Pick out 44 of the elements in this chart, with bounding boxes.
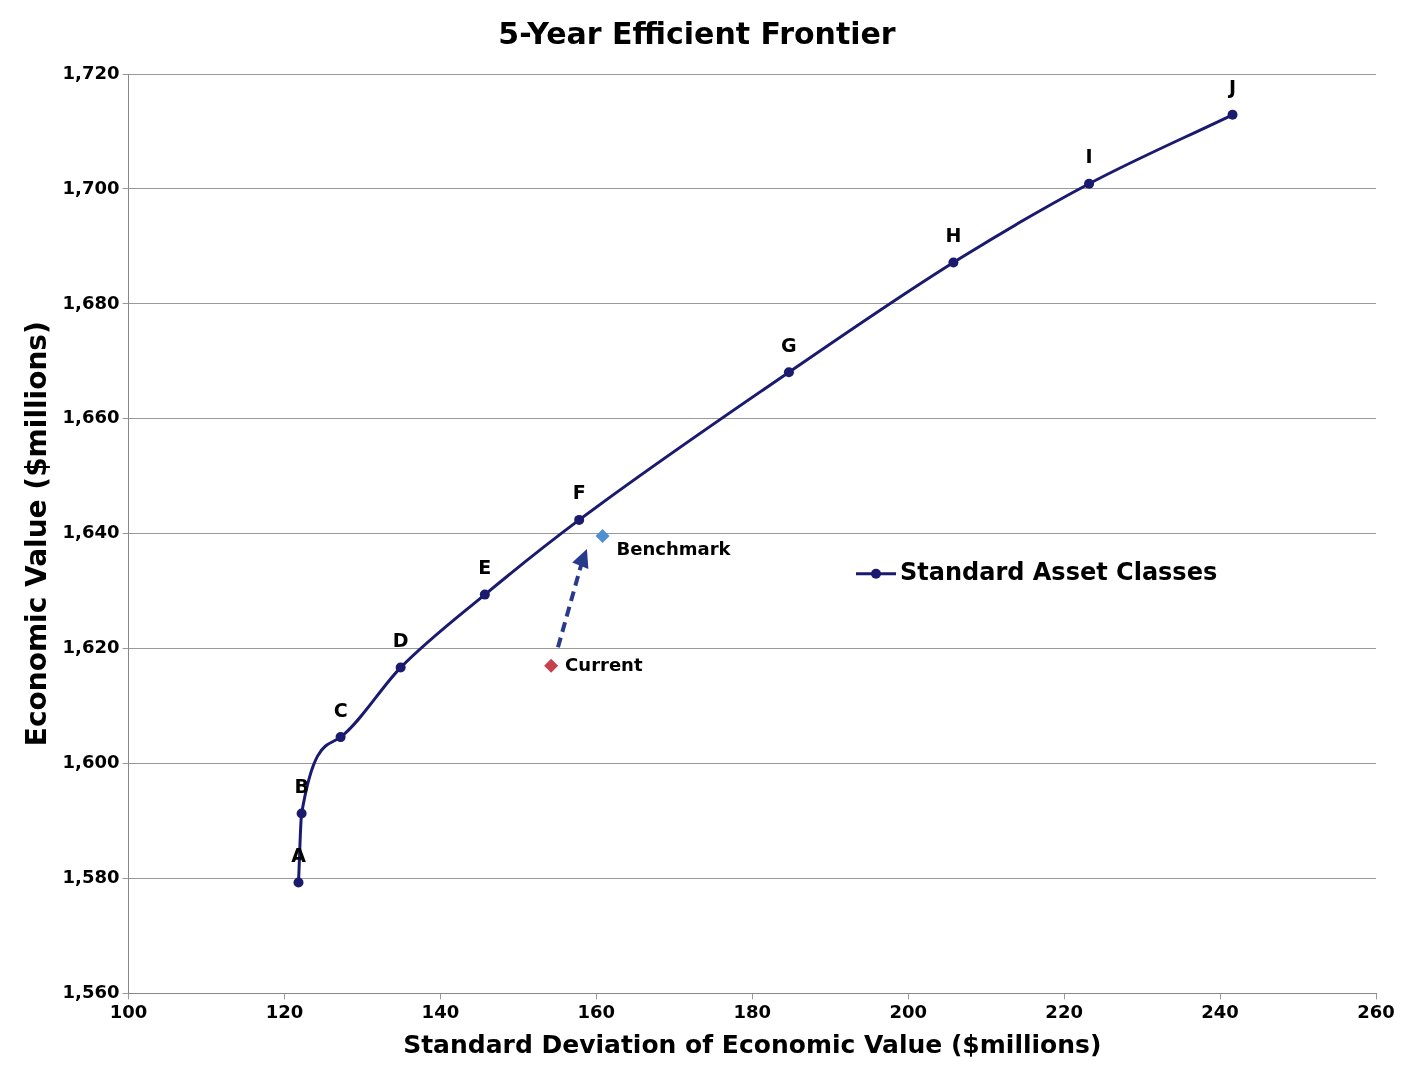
y-tick-label: 1,620	[62, 636, 120, 658]
annotation: E	[478, 556, 492, 579]
y-axis-title: Economic Value ($millions)	[20, 321, 54, 747]
annotation: G	[781, 333, 797, 356]
y-tick-label: 1,580	[62, 866, 120, 888]
x-tick-label: 100	[109, 1000, 148, 1022]
point	[395, 662, 406, 673]
annotation: J	[1227, 76, 1237, 99]
x-tick-label: 260	[1357, 1000, 1395, 1022]
point	[948, 257, 959, 268]
x-tick-label: 140	[421, 1000, 460, 1022]
annotation: D	[392, 629, 409, 652]
annotation: F	[572, 481, 586, 504]
point	[595, 529, 610, 543]
annotation: I	[1085, 145, 1093, 168]
point	[479, 589, 490, 600]
x-tick-label: 200	[889, 1000, 927, 1022]
x-tick-label: 160	[577, 1000, 616, 1022]
x-tick-label: 180	[733, 1000, 772, 1022]
y-tick-label: 1,700	[62, 176, 120, 198]
annotation: C	[333, 698, 348, 721]
point	[544, 658, 559, 673]
y-tick-label: 1,720	[62, 61, 120, 83]
point	[574, 514, 585, 525]
series-label: Benchmark	[616, 537, 732, 559]
annotation: H	[945, 223, 962, 246]
point	[335, 732, 346, 743]
y-tick-label: 1,600	[62, 751, 120, 773]
y-tick-label: 1,560	[62, 981, 120, 1003]
legend-label: Standard Asset Classes	[900, 557, 1218, 586]
series-label: Current	[565, 653, 643, 675]
y-tick-label: 1,660	[62, 406, 120, 428]
point	[1227, 109, 1238, 120]
x-tick-label: 120	[265, 1000, 304, 1022]
point	[293, 877, 304, 888]
point	[783, 367, 794, 378]
x-tick-label: 240	[1201, 1000, 1239, 1022]
point	[1084, 178, 1095, 189]
point	[296, 808, 307, 819]
chart-title: 5-Year Efficient Frontier	[498, 15, 896, 51]
x-tick-label: 220	[1045, 1000, 1083, 1022]
y-tick-label: 1,680	[62, 291, 120, 313]
x-axis-title: Standard Deviation of Economic Value ($millions)	[403, 1029, 1102, 1059]
y-tick-label: 1,640	[62, 521, 120, 543]
